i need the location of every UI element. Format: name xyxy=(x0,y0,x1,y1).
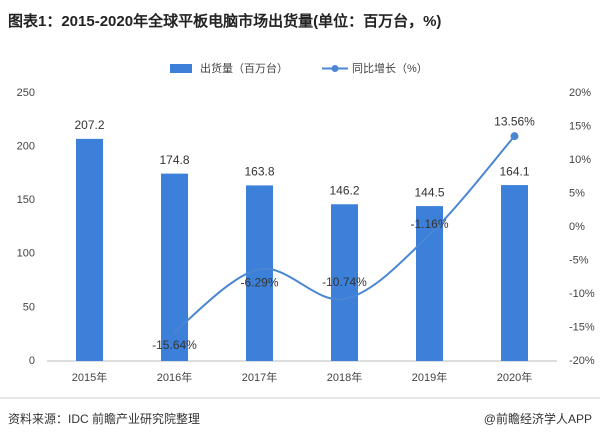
y2-tick-label: 0% xyxy=(569,221,585,233)
legend-swatch xyxy=(331,65,339,72)
bar-label: 164.1 xyxy=(499,164,529,178)
x-tick-label: 2020年 xyxy=(497,370,532,384)
bar-label: 146.2 xyxy=(329,183,359,197)
line-label: -1.16% xyxy=(410,217,448,231)
x-tick-label: 2016年 xyxy=(157,370,192,384)
legend-label: 出货量（百万台） xyxy=(200,61,288,75)
bar-label: 163.8 xyxy=(244,165,274,179)
footer: @前瞻经济学人APP xyxy=(484,411,592,426)
y-tick-label: 100 xyxy=(17,248,35,260)
bar-label: 207.2 xyxy=(74,118,104,132)
chart-title: 图表1：2015-2020年全球平板电脑市场出货量(单位：百万台，%) xyxy=(8,12,441,30)
line-label: -10.74% xyxy=(322,275,367,289)
legend-label: 同比增长（%） xyxy=(352,61,428,75)
line-marker xyxy=(510,132,519,141)
y2-tick-label: 10% xyxy=(569,154,591,166)
y2-tick-label: -5% xyxy=(569,254,589,266)
x-tick-label: 2017年 xyxy=(242,370,277,384)
bar xyxy=(416,206,443,361)
y-tick-label: 150 xyxy=(17,194,35,206)
bar xyxy=(501,185,528,361)
y2-tick-label: -15% xyxy=(569,321,595,333)
line-label: -15.64% xyxy=(152,338,197,352)
bar xyxy=(331,204,358,361)
y-tick-label: 250 xyxy=(17,87,35,99)
y2-tick-label: 5% xyxy=(569,187,585,199)
line-label: -6.29% xyxy=(240,275,278,289)
line-label: 13.56% xyxy=(494,114,535,128)
bar xyxy=(246,185,273,361)
y2-tick-label: -20% xyxy=(569,355,595,367)
bar-label: 174.8 xyxy=(159,153,189,167)
bar xyxy=(76,138,103,361)
y-tick-label: 0 xyxy=(29,355,35,367)
y-tick-label: 200 xyxy=(17,141,35,153)
y2-tick-label: 20% xyxy=(569,87,591,99)
y2-tick-label: 15% xyxy=(569,120,591,132)
bar xyxy=(161,173,188,361)
x-tick-label: 2019年 xyxy=(412,370,447,384)
x-tick-label: 2018年 xyxy=(327,370,362,384)
line xyxy=(173,135,516,333)
source: 资料来源：IDC 前瞻产业研究院整理 xyxy=(8,411,200,426)
x-tick-label: 2015年 xyxy=(72,370,107,384)
legend-swatch xyxy=(170,64,192,73)
y-tick-label: 50 xyxy=(23,301,35,313)
bar-label: 144.5 xyxy=(414,185,444,199)
y2-tick-label: -10% xyxy=(569,288,595,300)
